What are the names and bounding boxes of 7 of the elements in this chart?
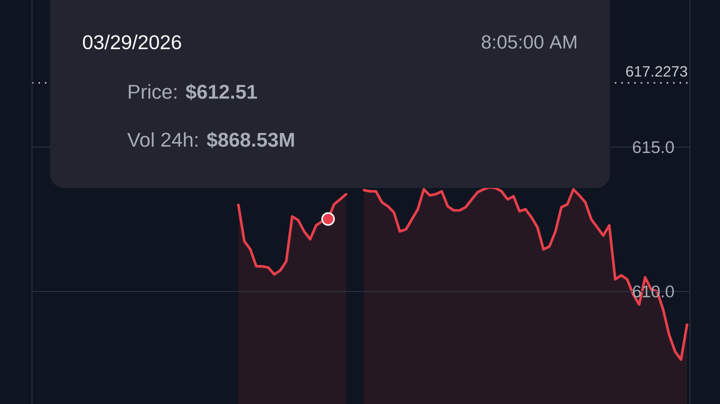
y-tick-label: 610.0 (632, 285, 674, 298)
annotation: Vol 24h: $868.53M (127, 132, 294, 148)
annotation: Price: $612.51 (128, 84, 257, 100)
annotation: 8:05:00 AM (482, 35, 576, 49)
annotation: 03/29/2026 (82, 34, 182, 50)
y-tick-label: 615.0 (632, 141, 674, 154)
ref-line-label: 617.2273 (626, 66, 688, 77)
